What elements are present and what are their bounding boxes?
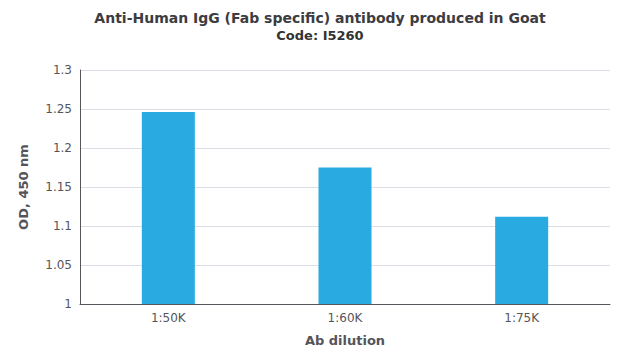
svg-text:OD, 450 nm: OD, 450 nm [16,144,31,230]
svg-text:1.15: 1.15 [45,180,72,194]
svg-text:1: 1 [64,297,72,311]
svg-text:1:75K: 1:75K [504,311,540,325]
svg-text:Code: I5260: Code: I5260 [276,28,363,43]
svg-text:1.1: 1.1 [53,219,72,233]
svg-text:1.25: 1.25 [45,102,72,116]
svg-text:1:50K: 1:50K [151,311,187,325]
svg-text:Anti-Human IgG (Fab specific): Anti-Human IgG (Fab specific) antibody p… [94,10,546,26]
svg-text:1.3: 1.3 [53,63,72,77]
svg-text:1.05: 1.05 [45,258,72,272]
svg-text:Ab dilution: Ab dilution [305,333,385,348]
svg-text:1.2: 1.2 [53,141,72,155]
svg-text:1:60K: 1:60K [328,311,364,325]
